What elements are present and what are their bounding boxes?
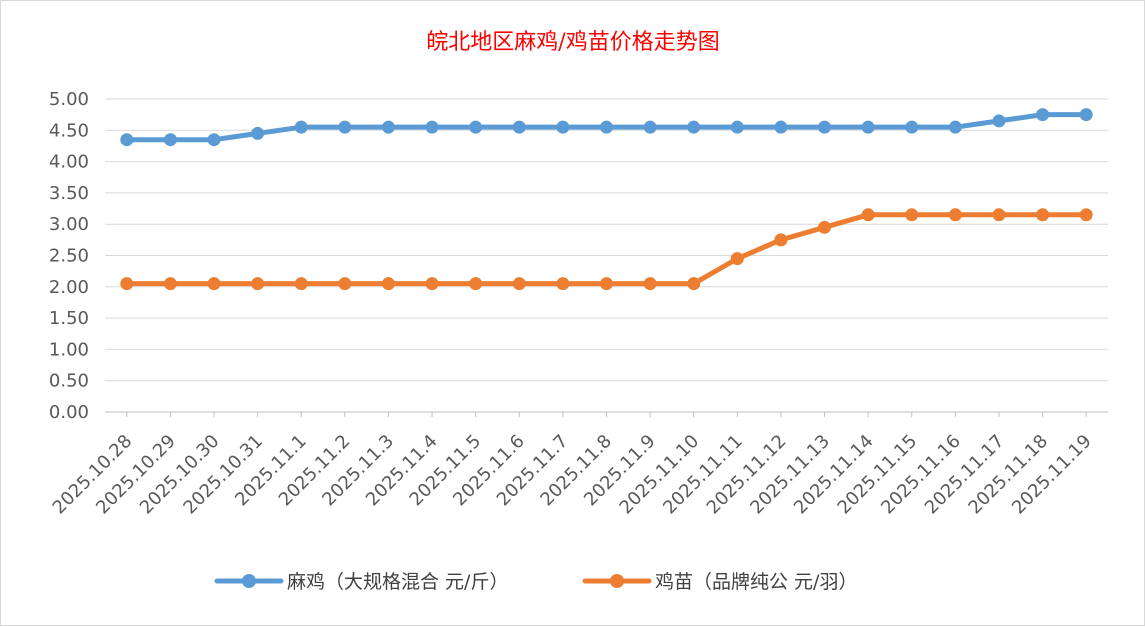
- axes: 0.00 0.50 1.00 1.50 2.00 2.50 3.00 3.50 4.00 4.50…: [49, 89, 1108, 518]
- data-point: [992, 208, 1006, 222]
- data-point: [1079, 108, 1093, 122]
- data-point: [120, 277, 134, 291]
- y-tick-label: 0.00: [49, 402, 89, 423]
- gridlines: [105, 98, 1108, 413]
- data-point: [948, 120, 962, 134]
- data-point: [687, 277, 701, 291]
- data-point: [163, 277, 177, 291]
- data-point: [556, 120, 570, 134]
- data-point: [120, 133, 134, 147]
- data-point: [207, 133, 221, 147]
- legend-swatch-marker: [610, 574, 624, 588]
- data-point: [861, 208, 875, 222]
- data-point: [251, 126, 265, 140]
- data-point: [469, 277, 483, 291]
- data-point: [1079, 208, 1093, 222]
- data-point: [469, 120, 483, 134]
- data-point: [294, 120, 308, 134]
- data-point: [512, 120, 526, 134]
- data-point: [643, 277, 657, 291]
- legend-label: 麻鸡（大规格混合 元/斤）: [287, 571, 508, 593]
- series-line-1: [124, 212, 1089, 287]
- data-point: [556, 277, 570, 291]
- y-tick-label: 2.00: [49, 277, 89, 298]
- data-point: [905, 120, 919, 134]
- data-point: [425, 120, 439, 134]
- legend-label: 鸡苗（品牌纯公 元/羽）: [655, 571, 857, 593]
- series: [120, 108, 1093, 291]
- y-tick-label: 2.50: [49, 246, 89, 267]
- y-tick-label: 4.50: [49, 120, 89, 141]
- y-tick-label: 3.50: [49, 183, 89, 204]
- data-point: [1036, 208, 1050, 222]
- data-point: [381, 277, 395, 291]
- data-point: [512, 277, 526, 291]
- data-point: [774, 233, 788, 247]
- data-point: [992, 114, 1006, 128]
- y-tick-label: 1.00: [49, 339, 89, 360]
- data-point: [730, 120, 744, 134]
- data-point: [948, 208, 962, 222]
- data-point: [1036, 108, 1050, 122]
- data-point: [600, 120, 613, 134]
- data-point: [818, 220, 832, 234]
- data-point: [774, 120, 788, 134]
- y-tick-label: 1.50: [49, 308, 89, 329]
- y-tick-label: 3.00: [49, 214, 89, 235]
- data-point: [338, 120, 352, 134]
- data-point: [338, 277, 352, 291]
- data-point: [294, 277, 308, 291]
- legend-swatch-marker: [242, 574, 256, 588]
- data-point: [861, 120, 875, 134]
- y-tick-label: 0.50: [49, 371, 89, 392]
- data-point: [381, 120, 395, 134]
- data-point: [600, 277, 613, 291]
- data-point: [163, 133, 177, 147]
- data-point: [730, 252, 744, 266]
- data-point: [643, 120, 657, 134]
- data-point: [207, 277, 221, 291]
- chart-title: 皖北地区麻鸡/鸡苗价格走势图: [426, 30, 719, 55]
- data-point: [425, 277, 439, 291]
- y-tick-label: 5.00: [49, 89, 89, 110]
- y-tick-label: 4.00: [49, 152, 89, 173]
- data-point: [818, 120, 832, 134]
- data-point: [251, 277, 265, 291]
- data-point: [687, 120, 701, 134]
- legend: 麻鸡（大规格混合 元/斤） 鸡苗（品牌纯公 元/羽）: [214, 571, 857, 593]
- data-point: [905, 208, 919, 222]
